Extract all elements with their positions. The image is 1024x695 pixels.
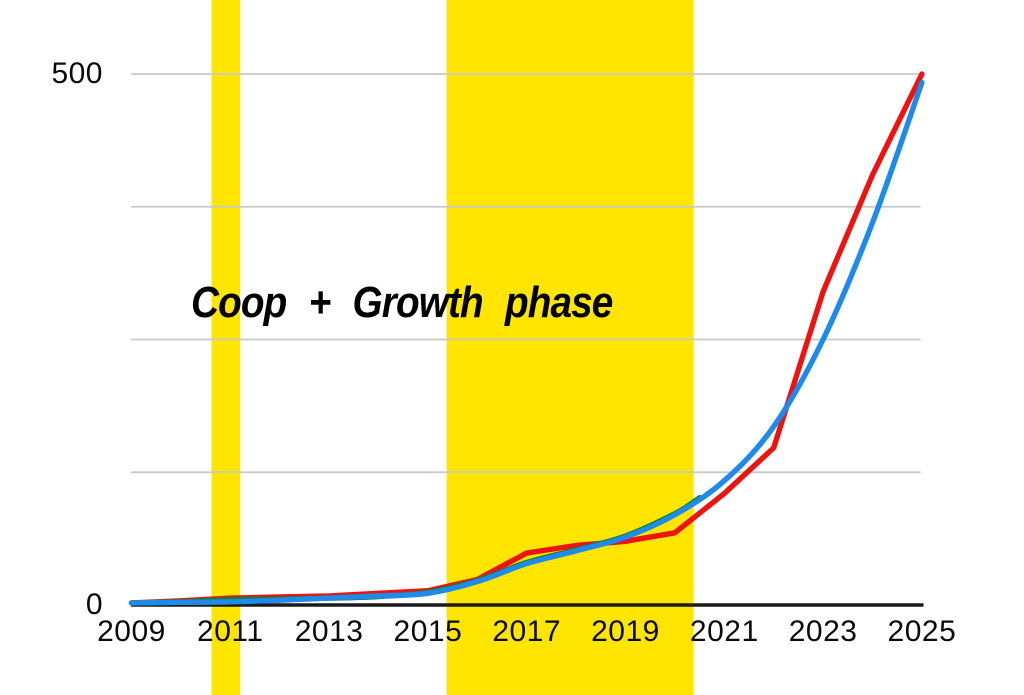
highlight-band-growth <box>446 0 694 695</box>
highlight-band-coop <box>211 0 241 695</box>
series-line-blue <box>128 79 925 606</box>
